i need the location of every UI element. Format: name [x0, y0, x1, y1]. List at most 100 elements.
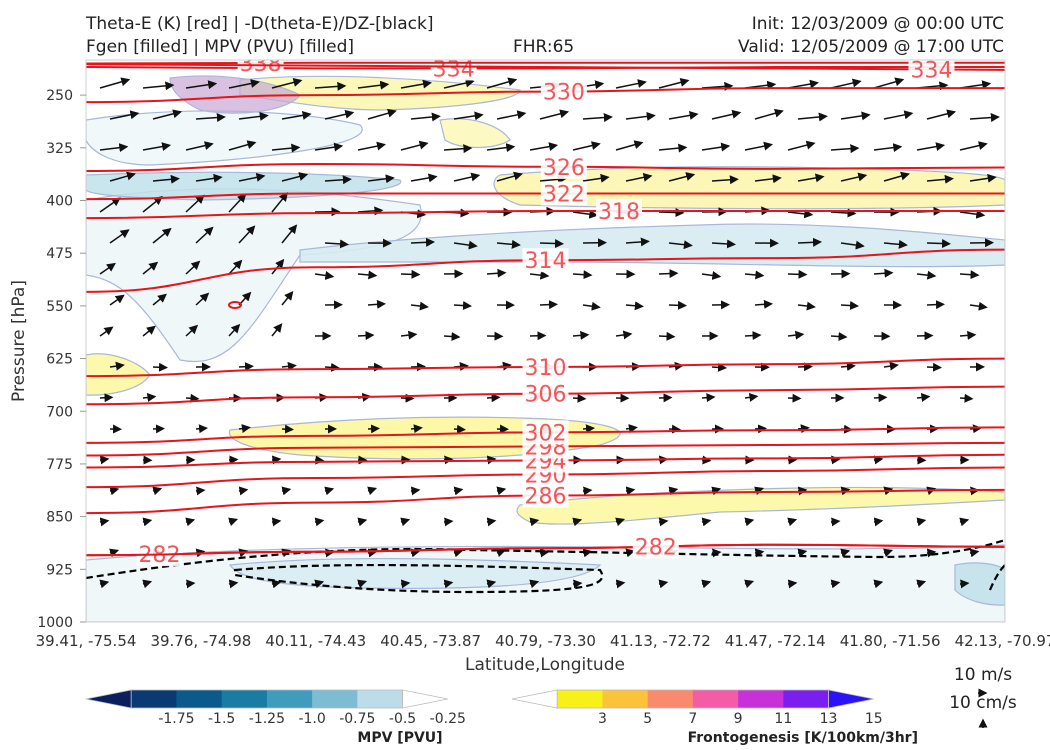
wind-arrow: [625, 301, 644, 311]
theta-e-label: 334: [910, 58, 952, 83]
wind-arrow: [959, 270, 980, 280]
y-tick-label: 775: [46, 457, 73, 473]
wind-arrow: [926, 174, 954, 184]
wind-arrow: [744, 579, 755, 589]
wind-arrow: [109, 486, 120, 496]
wind-arrow: [185, 517, 196, 527]
wind-arrow: [539, 300, 558, 310]
wind-arrow: [367, 299, 386, 309]
theta-e-label: 286: [525, 485, 567, 510]
wind-arrow: [658, 517, 669, 527]
wind-arrow: [443, 78, 475, 89]
wind-arrow: [357, 579, 368, 589]
x-tick-label: 41.80, -71.56: [840, 632, 941, 650]
theta-e-line: [86, 210, 1005, 220]
wind-arrow: [787, 140, 816, 151]
fill-region: [439, 118, 511, 149]
wind-arrow: [195, 226, 214, 244]
y-tick-label: 250: [46, 88, 73, 104]
wind-arrow: [787, 517, 798, 527]
wind-arrow: [271, 455, 282, 465]
wind-arrow: [185, 80, 218, 90]
x-tick-label: 39.76, -74.98: [150, 632, 251, 650]
x-axis: 39.41, -75.54 39.76, -74.98 40.11, -74.43 4…: [36, 632, 1050, 650]
theta-e-line: [86, 63, 1005, 71]
colorbar-tick-label: -1.0: [298, 711, 325, 727]
wind-arrow: [281, 172, 309, 182]
fill-region: [493, 166, 1005, 210]
theta-e-label: 334: [433, 57, 475, 82]
wind-arrow: [926, 239, 951, 249]
colorbar-swatch: [176, 690, 223, 708]
wind-arrow: [625, 424, 638, 434]
wind-arrow: [668, 172, 696, 182]
wind-arrow: [969, 173, 997, 183]
wind-arrow: [271, 192, 289, 213]
wind-arrow: [572, 330, 590, 340]
x-tick-label: 40.45, -73.87: [380, 632, 481, 650]
x-tick-label: 41.47, -72.14: [725, 632, 826, 650]
wind-arrow: [701, 393, 716, 403]
wind-arrow: [238, 111, 269, 121]
fill-region: [516, 486, 1005, 525]
wind-arrow: [754, 424, 767, 434]
stability-contours: [86, 538, 1005, 594]
wind-arrow: [496, 110, 527, 120]
wind-arrow: [615, 140, 644, 151]
wind-arrow: [625, 172, 653, 182]
wind-arrow: [754, 299, 773, 309]
wind-arrow: [754, 108, 784, 120]
wind-arrow: [281, 291, 294, 306]
theta-e-contours: 282 2822862902942983023063103143183223263…: [86, 57, 1005, 568]
wind-arrow: [281, 224, 298, 244]
fill-region: [239, 75, 521, 111]
wind-arrow: [142, 517, 153, 527]
wind-arrow: [195, 173, 223, 183]
wind-arrow: [883, 239, 908, 249]
wind-arrow: [840, 111, 871, 121]
theta-e-label-bg: [540, 79, 587, 104]
wind-arrow: [453, 301, 472, 311]
theta-e-label-bg: [596, 199, 643, 224]
wind-arrow: [99, 393, 114, 403]
wind-arrow: [99, 455, 110, 465]
colorbar-tick-label: 15: [865, 711, 883, 727]
wind-arrow: [959, 393, 974, 403]
wind-arrow: [668, 110, 699, 120]
wind-arrow: [830, 208, 857, 218]
wind-arrow: [410, 548, 421, 558]
wind-arrow: [142, 393, 157, 402]
wind-arrow: [271, 258, 285, 275]
wind-arrow: [324, 109, 355, 120]
wind-arrow: [357, 141, 386, 151]
wind-arrow: [830, 332, 848, 341]
wind-arrow: [486, 143, 516, 153]
x-tick-label: 40.79, -73.30: [495, 632, 596, 650]
wind-arrow: [873, 579, 884, 589]
wind-arrow: [152, 486, 163, 496]
colorbar-extend: [402, 689, 448, 709]
wind-arrow: [314, 142, 344, 152]
y-tick-label: 625: [46, 352, 73, 368]
wind-arrow: [668, 486, 679, 496]
chart-title-line1: Theta-E (K) [red] | -D(theta-E)/DZ-[blac…: [86, 14, 434, 34]
y-axis-label: Pressure [hPa]: [9, 280, 29, 402]
wind-arrow: [281, 110, 312, 120]
wind-arrow: [185, 324, 199, 337]
wind-arrow: [625, 237, 650, 247]
wind-arrow: [840, 361, 856, 371]
colorbar-swatch: [602, 690, 649, 708]
wind-arrow: [572, 393, 587, 403]
wind-arrow: [152, 293, 167, 306]
wind-arrow: [916, 393, 931, 402]
wind-arrow: [797, 486, 808, 496]
theta-e-label-bg: [430, 60, 477, 81]
y-tick-label: 700: [46, 404, 73, 420]
wind-arrow: [926, 109, 957, 120]
wind-arrow: [926, 362, 942, 372]
wind-arrow: [271, 143, 301, 153]
wind-arrow: [658, 78, 690, 89]
wind-arrow: [314, 579, 325, 589]
wind-arrow: [410, 301, 429, 311]
theta-e-label-bg: [522, 381, 569, 406]
